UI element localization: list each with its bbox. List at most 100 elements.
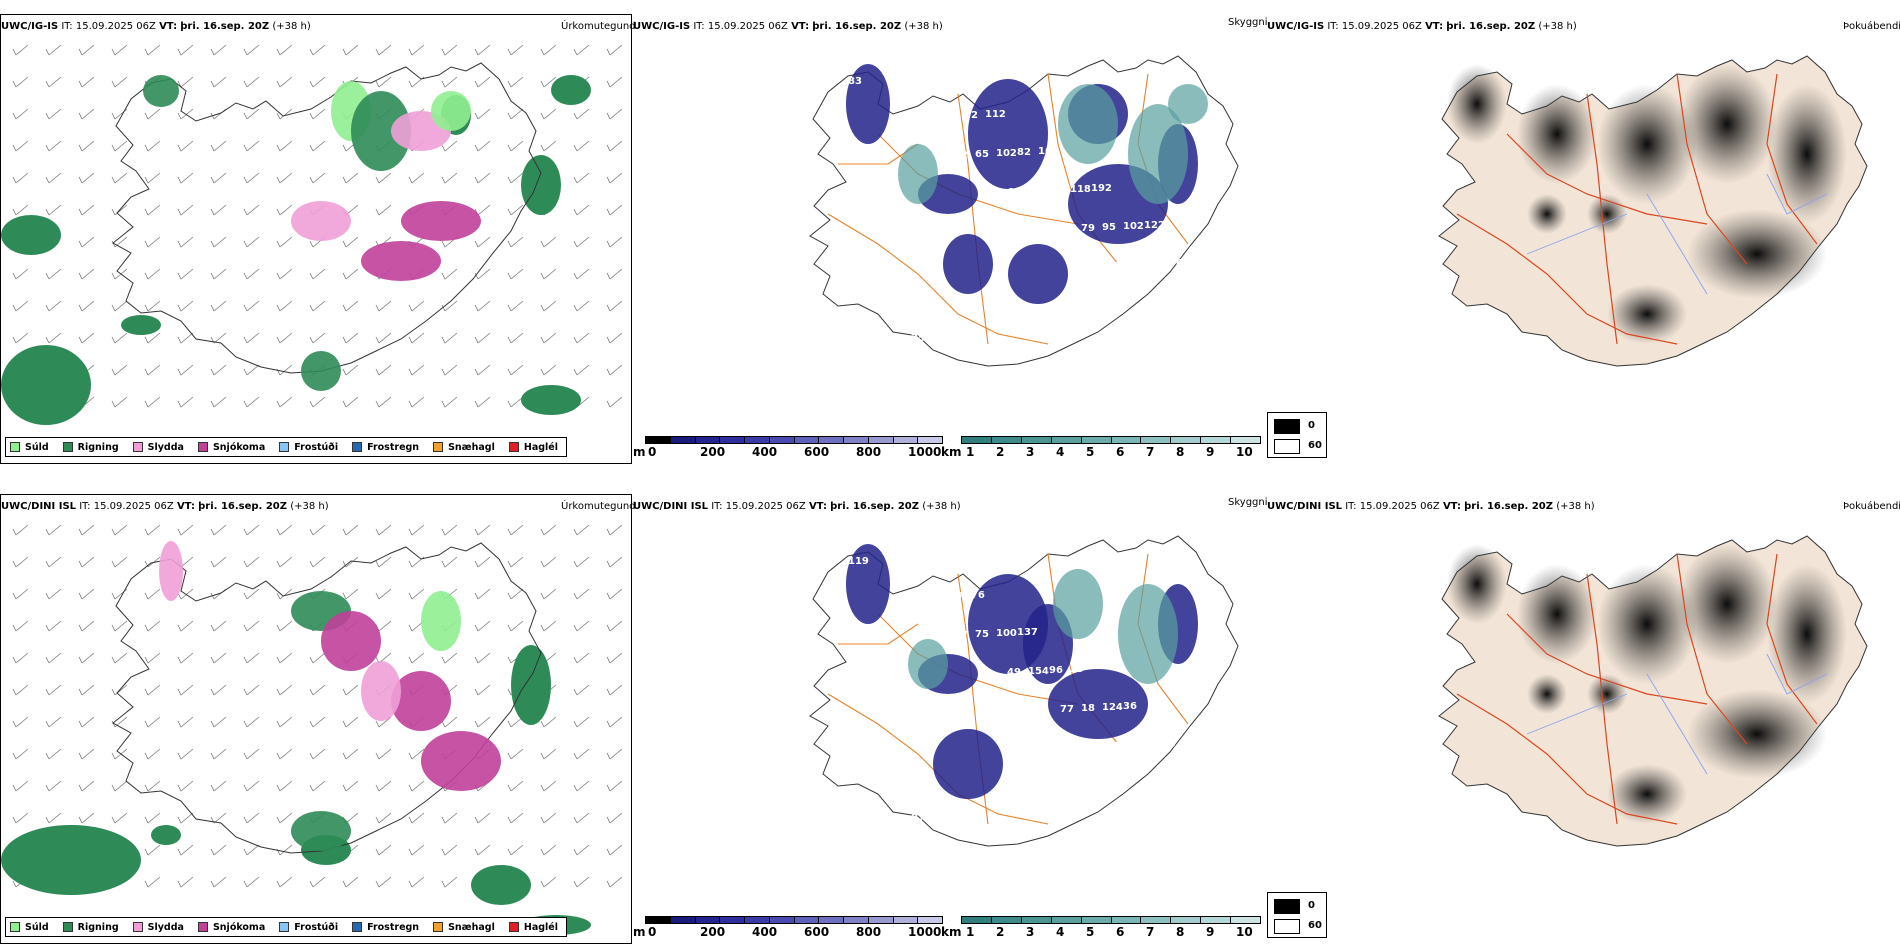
wind-barb [144,524,161,536]
colorbar-step [918,437,942,443]
road [1676,73,1748,265]
wind-barb [12,620,29,632]
fog-index-area [1597,564,1697,684]
wind-barb [144,652,161,664]
wind-barb [78,556,95,568]
cloud-base-value: 30 [1060,224,1074,235]
wind-barb [243,396,260,408]
wind-barb [573,524,590,536]
panel-header: UWC/DINI ISL IT: 15.09.2025 06Z VT: þri.… [633,501,961,512]
wind-barb [243,140,260,152]
wind-barb [210,780,227,792]
legend-item: Slydda [132,922,184,933]
cloud-base-value: 102 [996,148,1017,159]
colorbar-step [1231,437,1261,443]
wind-barb [408,44,425,56]
wind-barb [243,524,260,536]
wind-barb [309,524,326,536]
fog-index-area [1517,564,1597,664]
wind-barb [474,172,491,184]
init-time: 15.09.2025 06Z [707,21,788,32]
wind-barb [375,876,392,888]
wind-barb [12,140,29,152]
wind-barb [144,364,161,376]
wind-barb [507,332,524,344]
wind-barb [507,812,524,824]
roads [1456,73,1818,345]
cloud-visibility-panel-bottom: 119 61 37 49 77 75 58 85 79 75 154 18 188 117 69 117 100… [633,494,1267,944]
wind-barb [507,140,524,152]
legend-swatch [10,442,20,452]
wind-barb [177,172,194,184]
rain-area [151,825,181,845]
legend-swatch [197,442,208,452]
valid-time-label: VT: [791,21,810,32]
wind-barb [441,396,458,408]
wind-barb [375,172,392,184]
cloud-base-value: 75 [975,629,989,640]
colorbar-step [1231,917,1261,923]
wind-barb [342,780,359,792]
wind-barb [606,524,623,536]
cloud-base-value: 69 [890,814,904,825]
wind-barb [309,652,326,664]
wind-barb [177,236,194,248]
wind-barb [78,652,95,664]
iceland-outline [1438,55,1868,367]
wind-barb [12,108,29,120]
wind-barb [276,108,293,120]
wind-barb [309,780,326,792]
colorbar-step [794,437,820,443]
wind-barb [474,716,491,728]
wind-barb [243,716,260,728]
wind-barb [573,748,590,760]
fog-index-area [1687,689,1827,779]
colorbar-tick: 3 [1026,445,1035,459]
wind-barb [276,748,293,760]
wind-barb [474,844,491,856]
cloud-base-area [846,544,890,624]
lead-time: (+38 h) [290,501,329,512]
wind-barb [144,844,161,856]
wind-barb [177,716,194,728]
colorbar-step [745,437,770,443]
wind-barb [408,524,425,536]
wind-barb [243,364,260,376]
lead-time: (+38 h) [1538,21,1577,32]
wind-barb [573,108,590,120]
wind-barb [408,876,425,888]
wind-barb [309,556,326,568]
wind-barb [606,652,623,664]
fog-index-area [1677,544,1777,664]
precip-type-panel-bottom: Súld Rigning Slydda Snjókoma Frostúði Frostre… [0,494,632,944]
wind-barb [210,844,227,856]
wind-barb [78,748,95,760]
wind-barb [45,172,62,184]
wind-barb [144,44,161,56]
wind-barb [276,44,293,56]
wind-barb [441,876,458,888]
wind-barb [210,684,227,696]
legend-item: Snjókoma [197,922,265,933]
wind-barb [540,364,557,376]
cloud-base-value: 122 [1144,220,1165,231]
wind-barb [276,236,293,248]
wind-barb [309,108,326,120]
legend-label: Haglél [523,441,558,453]
fog-index-area [1607,764,1687,824]
wind-barb [276,332,293,344]
road [1676,553,1748,745]
colorbar-step [769,437,795,443]
wind-barb [573,140,590,152]
wind-barb [375,396,392,408]
cloud-base-visibility-map: 119 61 37 49 77 75 58 85 79 75 154 18 188 117 69 117 100… [809,535,1239,847]
panel-header: UWC/DINI ISL IT: 15.09.2025 06Z VT: þri.… [1,501,329,512]
cloud-base-value: 59 [1070,664,1084,675]
cloud-base-value: 124 [1102,702,1123,713]
legend-item: Snæhagl [433,442,495,453]
colorbar-tick: 7 [1146,445,1155,459]
colorbar-step [991,917,1022,923]
wind-barb [111,364,128,376]
legend-item: Frostregn [352,442,419,453]
cloud-base-value: 61 [901,593,915,604]
